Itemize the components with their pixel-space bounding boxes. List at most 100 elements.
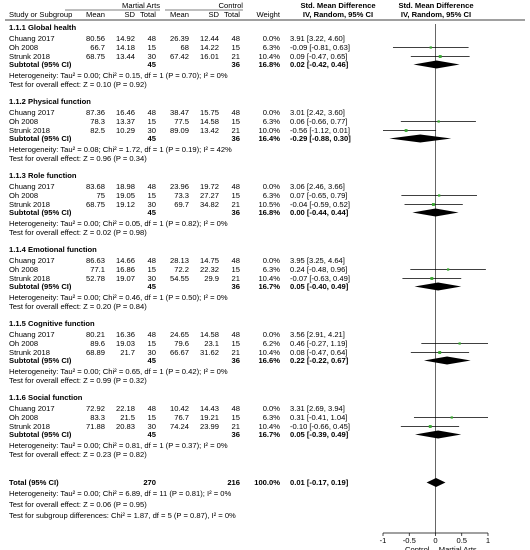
study-total2: 15 [232, 339, 240, 348]
subgroup-heterogeneity: Heterogeneity: Tau² = 0.00; Chi² = 0.05,… [9, 219, 228, 228]
study-sd2: 27.27 [200, 191, 219, 200]
study-weight: 10.4% [258, 348, 280, 357]
subgroup-overall-test: Test for overall effect: Z = 0.96 (P = 0… [9, 154, 147, 163]
study-sd1: 19.07 [116, 274, 135, 283]
study-total2: 21 [232, 52, 240, 61]
subtotal-weight: 16.8% [258, 60, 280, 69]
study-mean2: 69.7 [174, 200, 189, 209]
study-marker [438, 351, 442, 354]
subgroup-title: 1.1.3 Role function [9, 171, 77, 180]
study-total2: 48 [232, 330, 240, 339]
study-ci: 0.24 [-0.48, 0.96] [290, 265, 347, 274]
study-sd2: 19.72 [200, 182, 219, 191]
subgroup-heterogeneity: Heterogeneity: Tau² = 0.00; Chi² = 0.65,… [9, 367, 228, 376]
study-weight: 6.3% [263, 117, 281, 126]
study-weight: 0.0% [263, 404, 281, 413]
study-sd1: 13.44 [116, 52, 135, 61]
study-marker [437, 120, 440, 123]
subtotal-label: Subtotal (95% CI) [9, 430, 72, 439]
subtotal-total2: 36 [232, 282, 240, 291]
study-total2: 15 [232, 43, 240, 52]
subtotal-total1: 45 [148, 356, 157, 365]
study-mean2: 79.6 [174, 339, 189, 348]
study-mean2: 89.09 [170, 126, 189, 135]
study-total1: 48 [148, 256, 156, 265]
study-sd1: 18.98 [116, 182, 135, 191]
study-sd2: 23.1 [204, 339, 219, 348]
subtotal-ci: 0.05 [-0.39, 0.49] [290, 430, 349, 439]
study-name: Oh 2008 [9, 117, 38, 126]
study-mean1: 89.6 [90, 339, 105, 348]
study-mean2: 68 [181, 43, 189, 52]
subgroup-heterogeneity: Heterogeneity: Tau² = 0.00; Chi² = 0.15,… [9, 71, 228, 80]
subtotal-label: Subtotal (95% CI) [9, 356, 72, 365]
study-mean2: 10.42 [170, 404, 189, 413]
study-weight: 0.0% [263, 330, 281, 339]
study-sd1: 16.36 [116, 330, 135, 339]
study-ci: 3.01 [2.42, 3.60] [290, 108, 345, 117]
study-total2: 15 [232, 265, 240, 274]
study-total1: 30 [148, 274, 156, 283]
subtotal-weight: 16.7% [258, 430, 280, 439]
study-sd2: 14.58 [200, 330, 219, 339]
study-total2: 48 [232, 404, 240, 413]
study-name: Oh 2008 [9, 339, 38, 348]
study-total2: 48 [232, 256, 240, 265]
total-ci: 0.01 [-0.17, 0.19] [290, 478, 349, 487]
col-weight-header: Weight [257, 10, 281, 19]
study-marker [438, 194, 441, 197]
plot-header-title: Std. Mean Difference [398, 1, 473, 10]
col-mean1-header: Mean [86, 10, 105, 19]
study-name: Chuang 2017 [9, 108, 55, 117]
study-marker [430, 277, 434, 280]
study-mean1: 68.75 [86, 52, 105, 61]
study-sd2: 14.43 [200, 404, 219, 413]
subtotal-ci: 0.02 [-0.42, 0.46] [290, 60, 349, 69]
subtotal-diamond [389, 134, 452, 143]
study-sd1: 14.66 [116, 256, 135, 265]
study-total2: 15 [232, 191, 240, 200]
study-mean1: 75 [97, 191, 105, 200]
study-sd1: 22.18 [116, 404, 135, 413]
subtotal-total1: 45 [148, 208, 157, 217]
subtotal-label: Subtotal (95% CI) [9, 60, 72, 69]
study-sd1: 19.05 [116, 191, 135, 200]
study-name: Strunk 2018 [9, 200, 50, 209]
study-weight: 10.4% [258, 274, 280, 283]
study-name: Chuang 2017 [9, 34, 55, 43]
subtotal-diamond [423, 356, 471, 365]
study-sd2: 12.44 [200, 34, 219, 43]
study-total2: 15 [232, 413, 240, 422]
study-sd2: 14.22 [200, 43, 219, 52]
study-sd2: 16.01 [200, 52, 219, 61]
study-mean1: 83.68 [86, 182, 105, 191]
study-weight: 0.0% [263, 182, 281, 191]
study-ci: 0.07 [-0.65, 0.79] [290, 191, 347, 200]
x-axis-left-label: Control [405, 545, 430, 550]
study-ci: -0.07 [-0.63, 0.49] [290, 274, 350, 283]
subgroup-overall-test: Test for overall effect: Z = 0.20 (P = 0… [9, 302, 147, 311]
study-total2: 21 [232, 274, 240, 283]
study-sd2: 34.82 [200, 200, 219, 209]
study-sd1: 21.5 [120, 413, 135, 422]
study-mean1: 71.88 [86, 422, 105, 431]
study-mean2: 66.67 [170, 348, 189, 357]
study-total1: 48 [148, 404, 156, 413]
study-name: Chuang 2017 [9, 256, 55, 265]
study-marker [428, 425, 432, 428]
study-ci: 0.31 [-0.41, 1.04] [290, 413, 347, 422]
subgroup-title: 1.1.4 Emotional function [9, 245, 97, 254]
study-ci: 0.09 [-0.47, 0.65] [290, 52, 347, 61]
study-ci: -0.04 [-0.59, 0.52] [290, 200, 350, 209]
study-mean2: 24.65 [170, 330, 189, 339]
effect-header-sub: IV, Random, 95% CI [303, 10, 373, 19]
study-total1: 15 [148, 413, 156, 422]
study-sd2: 31.62 [200, 348, 219, 357]
study-ci: -0.10 [-0.66, 0.45] [290, 422, 350, 431]
subgroup-title: 1.1.6 Social function [9, 393, 83, 402]
subgroup-title: 1.1.2 Physical function [9, 97, 91, 106]
study-sd1: 10.29 [116, 126, 135, 135]
study-weight: 6.3% [263, 413, 281, 422]
x-axis-right-label: Martial Arts [439, 545, 477, 550]
subgroup-heterogeneity: Heterogeneity: Tau² = 0.00; Chi² = 0.81,… [9, 441, 228, 450]
